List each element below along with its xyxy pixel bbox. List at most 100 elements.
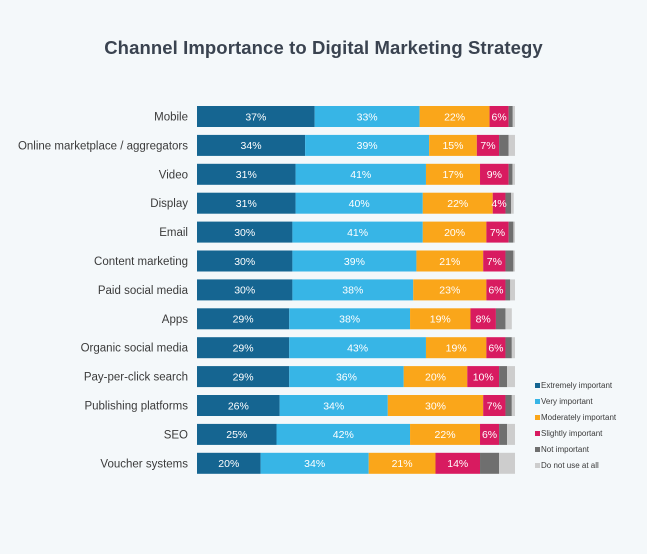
bar-email-very-important: [292, 221, 423, 243]
value-label-display-extremely-important: 31%: [236, 198, 257, 210]
bar-video-moderately-important: [425, 163, 481, 185]
bar-paid-social-media-not-important: [505, 279, 511, 301]
value-label-content-marketing-slightly-important: 7%: [487, 256, 502, 268]
value-label-paid-social-media-moderately-important: 23%: [439, 285, 460, 297]
value-label-voucher-systems-moderately-important: 21%: [392, 458, 413, 470]
bar-online-marketplace-aggregators-extremely-important: [197, 134, 306, 156]
bar-apps-do-not-use-at-all: [505, 308, 512, 330]
category-label-video: Video: [159, 169, 188, 181]
bar-organic-social-media-slightly-important: [486, 337, 506, 359]
value-label-apps-extremely-important: 29%: [233, 314, 254, 326]
value-label-pay-per-click-search-slightly-important: 10%: [473, 371, 494, 383]
chart-title: Channel Importance to Digital Marketing …: [104, 37, 543, 58]
bar-video-slightly-important: [480, 163, 509, 185]
bar-mobile-not-important: [508, 106, 513, 127]
legend-swatch-do-not-use-at-all: [535, 463, 540, 468]
bar-publishing-platforms-extremely-important: [197, 395, 280, 416]
bar-online-marketplace-aggregators-do-not-use-at-all: [508, 134, 515, 156]
legend-label-not-important: Not important: [541, 445, 590, 454]
value-label-voucher-systems-extremely-important: 20%: [218, 458, 239, 470]
value-label-seo-moderately-important: 22%: [435, 429, 456, 441]
value-label-online-marketplace-aggregators-extremely-important: 34%: [241, 140, 262, 152]
bar-apps-extremely-important: [197, 308, 290, 330]
bar-display-not-important: [505, 192, 512, 214]
legend-label-slightly-important: Slightly important: [541, 429, 603, 438]
value-label-video-very-important: 41%: [350, 169, 371, 181]
category-label-email: Email: [159, 227, 188, 239]
bar-content-marketing-slightly-important: [483, 250, 506, 272]
legend-label-very-important: Very important: [541, 397, 593, 406]
bar-display-moderately-important: [422, 192, 493, 214]
bar-email-extremely-important: [197, 221, 293, 243]
bar-paid-social-media-moderately-important: [413, 279, 487, 301]
category-labels: Mobile Online marketplace / aggregators Vi…: [18, 112, 189, 471]
bar-paid-social-media-extremely-important: [197, 279, 293, 301]
value-label-organic-social-media-extremely-important: 29%: [233, 343, 254, 355]
value-label-organic-social-media-very-important: 43%: [347, 343, 368, 355]
value-label-organic-social-media-moderately-important: 19%: [446, 343, 467, 355]
value-label-seo-slightly-important: 6%: [482, 429, 497, 441]
bar-video-extremely-important: [197, 163, 296, 185]
bar-video-not-important: [508, 163, 513, 185]
value-label-video-slightly-important: 9%: [487, 169, 502, 181]
bar-mobile-moderately-important: [419, 106, 490, 127]
category-label-voucher-systems: Voucher systems: [100, 458, 188, 470]
value-label-seo-extremely-important: 25%: [226, 429, 247, 441]
value-label-publishing-platforms-very-important: 34%: [323, 400, 344, 412]
value-label-display-slightly-important: 4%: [492, 198, 507, 210]
legend-label-moderately-important: Moderately important: [541, 413, 617, 422]
bar-online-marketplace-aggregators-not-important: [499, 134, 509, 156]
bar-voucher-systems-not-important: [480, 452, 500, 474]
category-label-pay-per-click-search: Pay-per-click search: [84, 372, 188, 384]
bar-display-do-not-use-at-all: [511, 192, 514, 214]
value-label-apps-slightly-important: 8%: [476, 314, 491, 326]
category-label-publishing-platforms: Publishing platforms: [84, 401, 188, 413]
value-label-content-marketing-extremely-important: 30%: [234, 256, 255, 268]
value-label-apps-very-important: 38%: [339, 314, 360, 326]
value-label-content-marketing-moderately-important: 21%: [439, 256, 460, 268]
value-label-online-marketplace-aggregators-very-important: 39%: [357, 140, 378, 152]
bar-apps-slightly-important: [470, 308, 496, 330]
bar-publishing-platforms-moderately-important: [387, 395, 484, 416]
legend-swatch-very-important: [535, 399, 540, 404]
bar-pay-per-click-search-not-important: [499, 366, 508, 388]
bar-organic-social-media-very-important: [289, 337, 426, 359]
bar-content-marketing-moderately-important: [416, 250, 484, 272]
bar-content-marketing-extremely-important: [197, 250, 293, 272]
bar-content-marketing-very-important: [292, 250, 417, 272]
value-label-mobile-moderately-important: 22%: [444, 111, 465, 123]
value-label-paid-social-media-slightly-important: 6%: [488, 285, 503, 297]
value-label-email-moderately-important: 20%: [444, 227, 465, 239]
value-label-pay-per-click-search-moderately-important: 20%: [425, 371, 446, 383]
value-labels: 37% 33% 22% 6% 34% 39% 15% 7% 31% 41% 17% 9% 31% 40% 2…: [218, 111, 506, 470]
bar-pay-per-click-search-do-not-use-at-all: [507, 366, 515, 388]
value-label-publishing-platforms-slightly-important: 7%: [487, 400, 502, 412]
bar-organic-social-media-moderately-important: [425, 337, 487, 359]
value-label-display-moderately-important: 22%: [447, 198, 468, 210]
bar-organic-social-media-do-not-use-at-all: [511, 337, 515, 359]
category-label-display: Display: [150, 198, 188, 210]
bar-video-very-important: [295, 163, 426, 185]
bar-mobile-do-not-use-at-all: [512, 106, 515, 127]
bar-apps-moderately-important: [410, 308, 471, 330]
category-label-apps: Apps: [162, 314, 188, 326]
category-label-content-marketing: Content marketing: [94, 256, 188, 268]
value-label-online-marketplace-aggregators-moderately-important: 15%: [442, 140, 463, 152]
value-label-organic-social-media-slightly-important: 6%: [488, 343, 503, 355]
value-label-video-moderately-important: 17%: [442, 169, 463, 181]
bar-mobile-extremely-important: [197, 106, 315, 127]
legend-swatch-extremely-important: [535, 383, 540, 388]
bar-voucher-systems-extremely-important: [197, 452, 261, 474]
bar-seo-do-not-use-at-all: [507, 423, 515, 445]
category-label-seo: SEO: [164, 429, 188, 441]
bar-organic-social-media-not-important: [505, 337, 512, 359]
bar-email-slightly-important: [486, 221, 509, 243]
bar-pay-per-click-search-very-important: [289, 366, 404, 388]
legend-label-do-not-use-at-all: Do not use at all: [541, 461, 599, 470]
bar-mobile-very-important: [314, 106, 420, 127]
value-label-seo-very-important: 42%: [333, 429, 354, 441]
value-label-pay-per-click-search-extremely-important: 29%: [233, 371, 254, 383]
bar-display-slightly-important: [492, 192, 506, 214]
bar-seo-not-important: [499, 423, 508, 445]
